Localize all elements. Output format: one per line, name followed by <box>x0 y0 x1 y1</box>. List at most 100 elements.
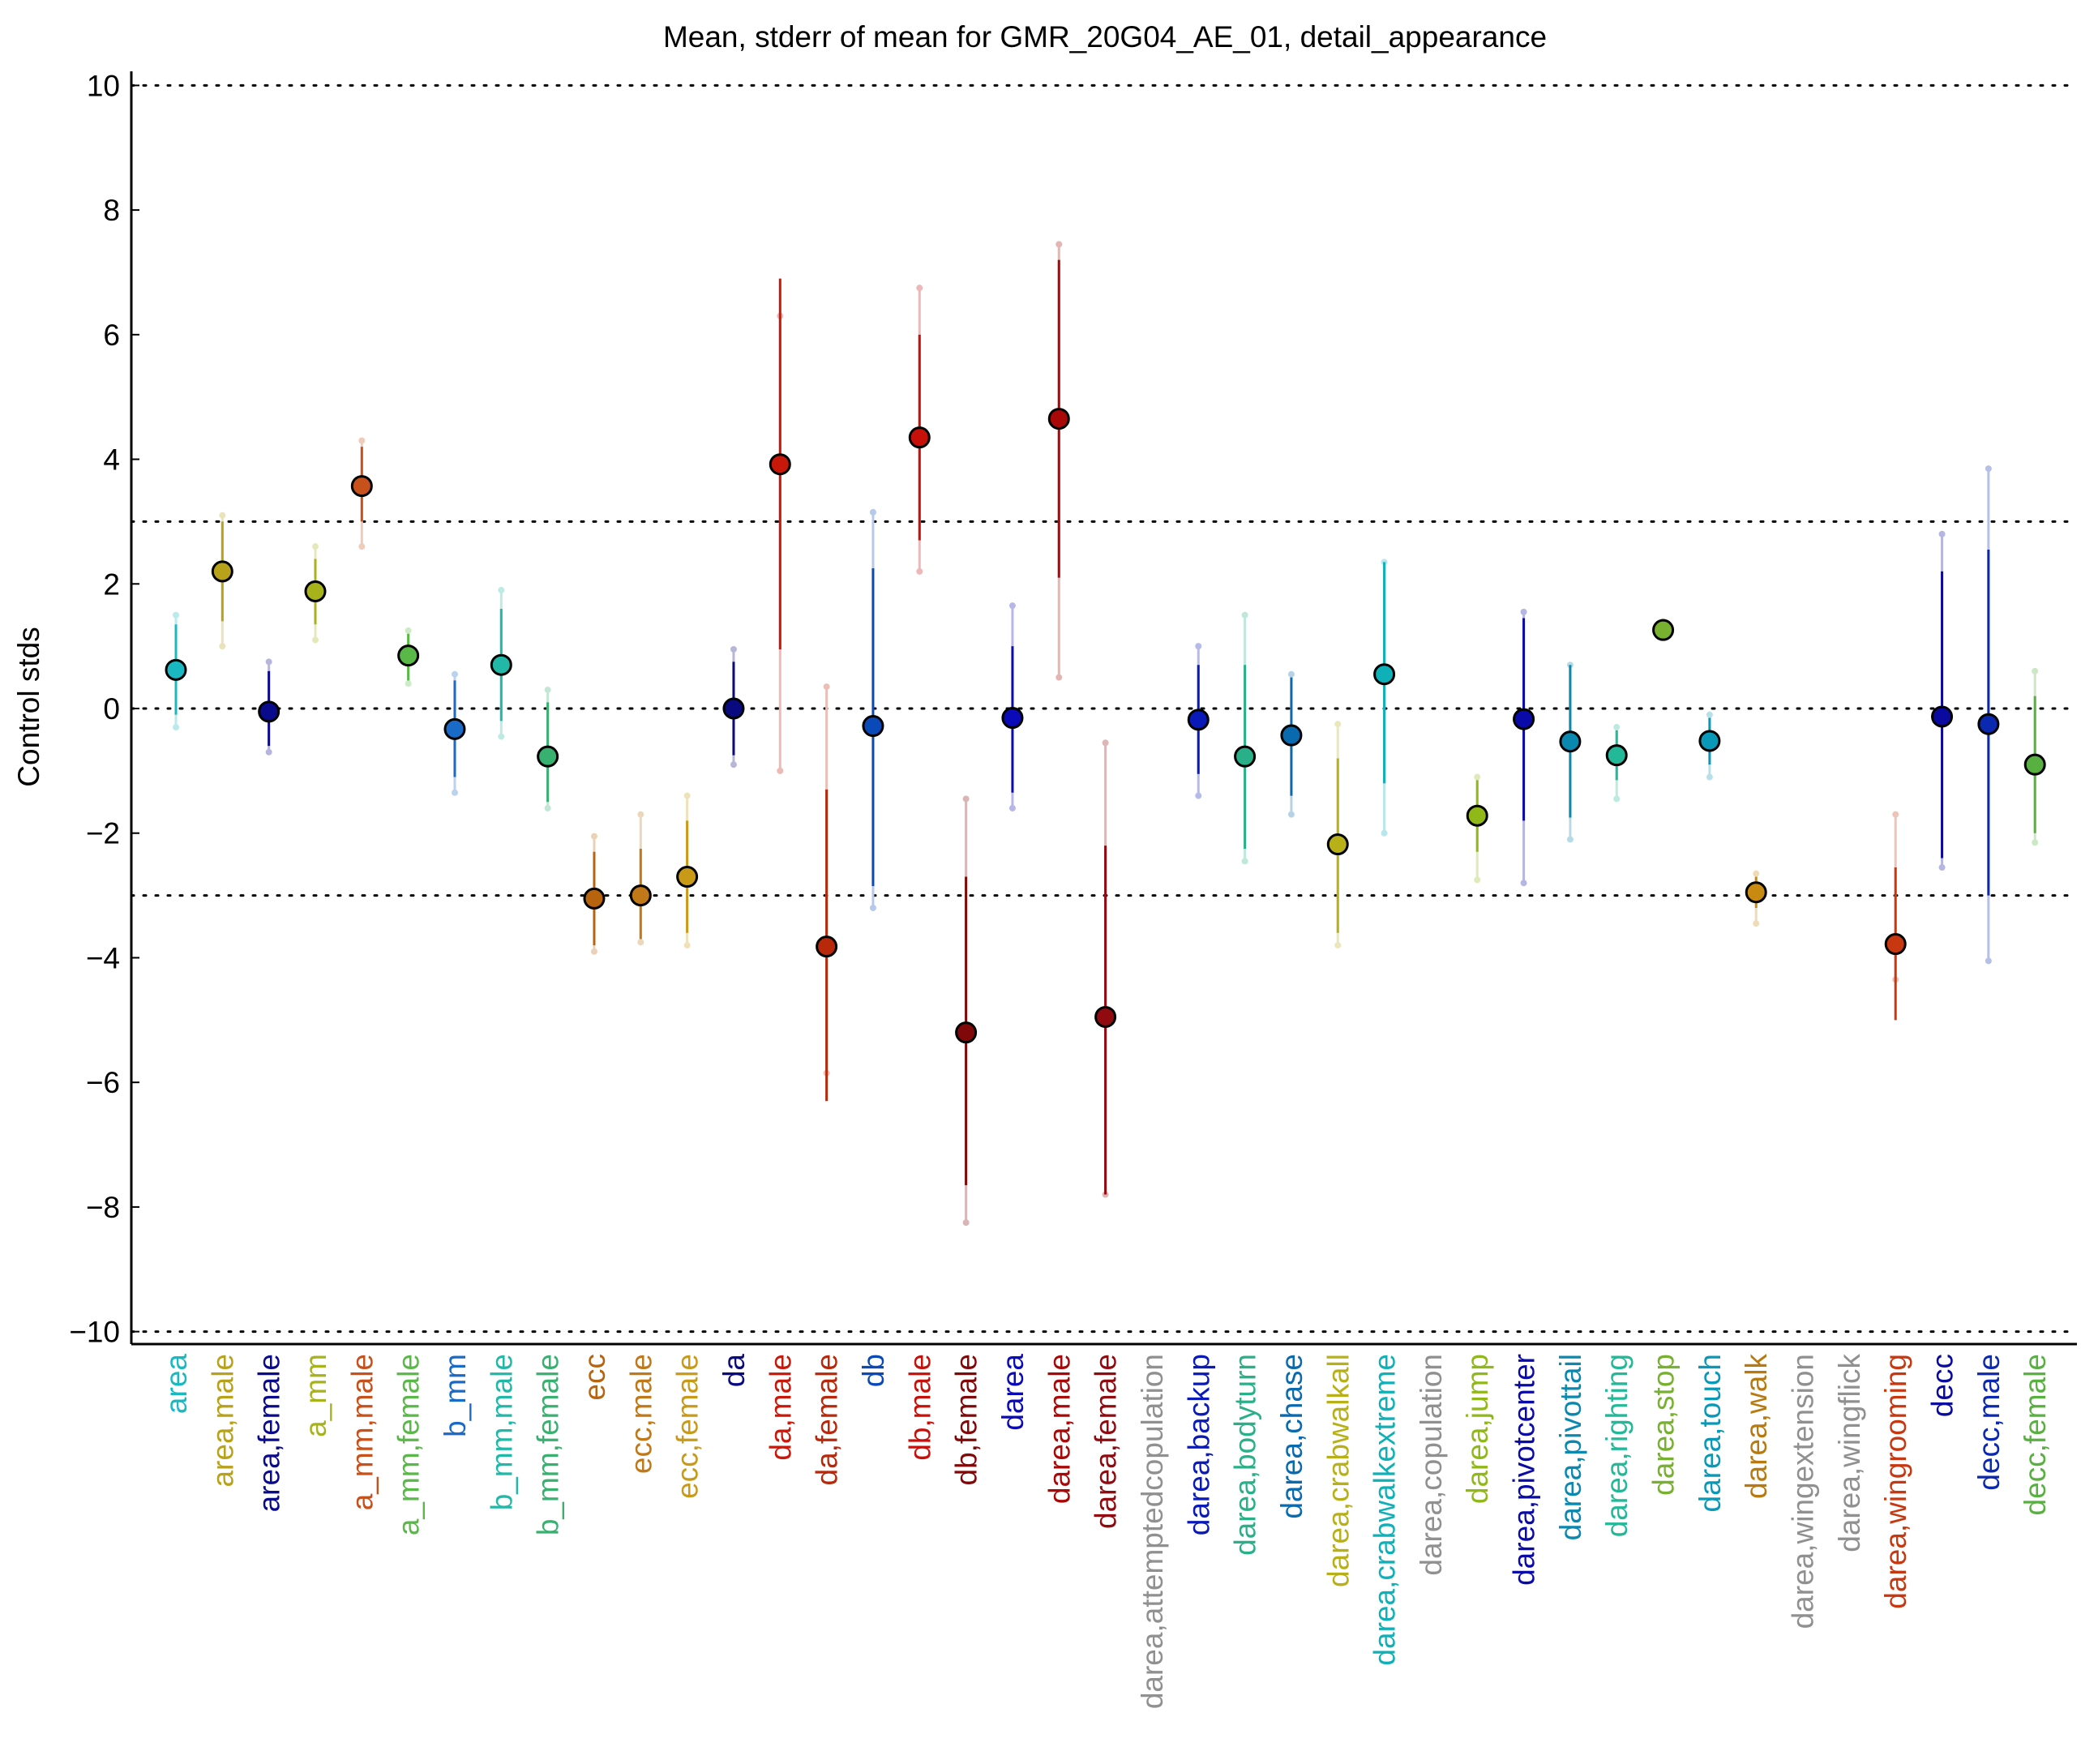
range-end-low <box>451 789 458 796</box>
range-end-low <box>1566 836 1574 843</box>
mean-markers <box>165 408 2046 1044</box>
y-tick-label: −10 <box>69 1316 120 1349</box>
mean-marker <box>211 560 233 583</box>
mean-marker <box>1001 707 1024 730</box>
range-end-high <box>405 627 412 634</box>
y-tick-label: 10 <box>87 69 120 102</box>
x-tick-label: a_mm,male <box>345 1354 379 1510</box>
x-tick-label: darea,female <box>1090 1354 1123 1529</box>
range-end-high <box>730 645 737 653</box>
mean-marker <box>258 700 280 723</box>
mean-marker <box>490 653 512 676</box>
range-end-low <box>1520 880 1527 887</box>
range-end-high <box>1938 530 1946 537</box>
x-tick-label: darea,wingrooming <box>1879 1354 1912 1609</box>
x-tick-label: db,male <box>903 1354 936 1461</box>
x-tick-label: ecc,male <box>624 1354 657 1474</box>
mean-marker <box>1187 709 1210 731</box>
range-end-low <box>1753 920 1760 927</box>
x-tick-label: darea,jump <box>1461 1354 1494 1504</box>
x-tick-label: darea <box>996 1354 1030 1431</box>
y-tick-label: 8 <box>103 194 120 227</box>
range-end-high <box>1706 711 1713 718</box>
y-tick-label: 6 <box>103 319 120 352</box>
mean-marker <box>769 453 791 476</box>
x-tick-label: b_mm,female <box>532 1354 565 1535</box>
x-tick-labels: area area,male area,female a_mm a_mm,male a_m… <box>160 1354 2052 1710</box>
chart-title: Mean, stderr of mean for GMR_20G04_AE_01… <box>663 20 1547 54</box>
x-tick-label: decc <box>1926 1354 1959 1417</box>
range-end-low <box>1706 773 1713 781</box>
range-end-high <box>1287 670 1295 678</box>
x-tick-label: area,male <box>206 1354 239 1488</box>
range-end-low <box>916 567 923 575</box>
range-end-low <box>219 643 226 650</box>
x-tick-label: decc,female <box>2019 1354 2052 1516</box>
x-tick-label: da,male <box>764 1354 797 1461</box>
y-axis-label: Control stds <box>12 627 45 786</box>
x-tick-label: darea,pivottail <box>1554 1354 1587 1540</box>
range-end-low <box>683 942 691 949</box>
range-end-high <box>1520 608 1527 615</box>
range-end-high <box>498 586 505 593</box>
range-end-high <box>683 792 691 799</box>
x-tick-label: darea,stop <box>1647 1354 1681 1496</box>
x-tick-label: darea,touch <box>1693 1354 1727 1512</box>
y-ticks: 10 8 6 4 2 0 −2 −4 −6 −8 −10 <box>69 69 139 1349</box>
x-tick-label: darea,wingextension <box>1787 1354 1820 1629</box>
x-tick-label: darea,male <box>1043 1354 1076 1504</box>
mean-marker <box>397 644 420 667</box>
range-end-low <box>2032 839 2039 846</box>
x-tick-label: da <box>717 1354 751 1388</box>
y-tick-label: −4 <box>86 941 120 974</box>
range-end-high <box>311 543 319 550</box>
range-end-low <box>1055 674 1063 681</box>
x-tick-label: darea,walk <box>1740 1354 1773 1499</box>
x-tick-label: ecc,female <box>671 1354 704 1499</box>
y-tick-label: −8 <box>86 1191 120 1224</box>
mean-marker <box>862 715 884 738</box>
x-tick-label: darea,bodyturn <box>1229 1354 1262 1556</box>
range-end-high <box>1334 721 1342 728</box>
range-end-high <box>1008 602 1016 610</box>
mean-marker <box>1326 833 1349 856</box>
range-end-low <box>1985 957 1992 965</box>
range-end-low <box>730 761 737 769</box>
x-tick-label: a_mm,female <box>392 1354 426 1535</box>
x-tick-label: db <box>857 1354 890 1387</box>
x-tick-label: darea,wingflick <box>1833 1354 1866 1552</box>
range-end-high <box>173 611 179 619</box>
range-end-low <box>544 804 551 811</box>
mean-marker <box>1698 730 1721 752</box>
range-end-high <box>1892 811 1899 818</box>
range-end-low <box>869 904 876 911</box>
mean-marker <box>1094 1005 1117 1028</box>
range-end-high <box>1753 870 1760 877</box>
mean-marker <box>816 936 838 958</box>
mean-marker <box>1047 408 1070 430</box>
range-end-high <box>823 683 830 691</box>
range-end-low <box>1334 942 1342 949</box>
range-end-high <box>451 670 458 678</box>
range-end-high <box>2032 667 2039 674</box>
mean-marker <box>955 1021 978 1044</box>
x-tick-label: darea,copulation <box>1415 1354 1448 1576</box>
mean-marker <box>1513 708 1535 730</box>
mean-marker <box>1466 804 1488 827</box>
mean-marker <box>304 580 327 602</box>
range-end-low <box>590 948 597 955</box>
range-end-high <box>916 285 923 292</box>
range-end-low <box>777 767 784 774</box>
range-end-low <box>1613 795 1621 803</box>
range-end-low <box>1195 792 1202 799</box>
mean-marker <box>629 884 652 907</box>
mean-marker <box>1605 744 1628 767</box>
mean-marker <box>443 717 466 740</box>
range-end-low <box>1287 811 1295 818</box>
range-end-high <box>544 686 551 693</box>
x-tick-label: area <box>160 1354 193 1414</box>
y-tick-label: −6 <box>86 1066 120 1099</box>
x-tick-label: da,female <box>811 1354 844 1486</box>
range-end-high <box>358 437 366 444</box>
